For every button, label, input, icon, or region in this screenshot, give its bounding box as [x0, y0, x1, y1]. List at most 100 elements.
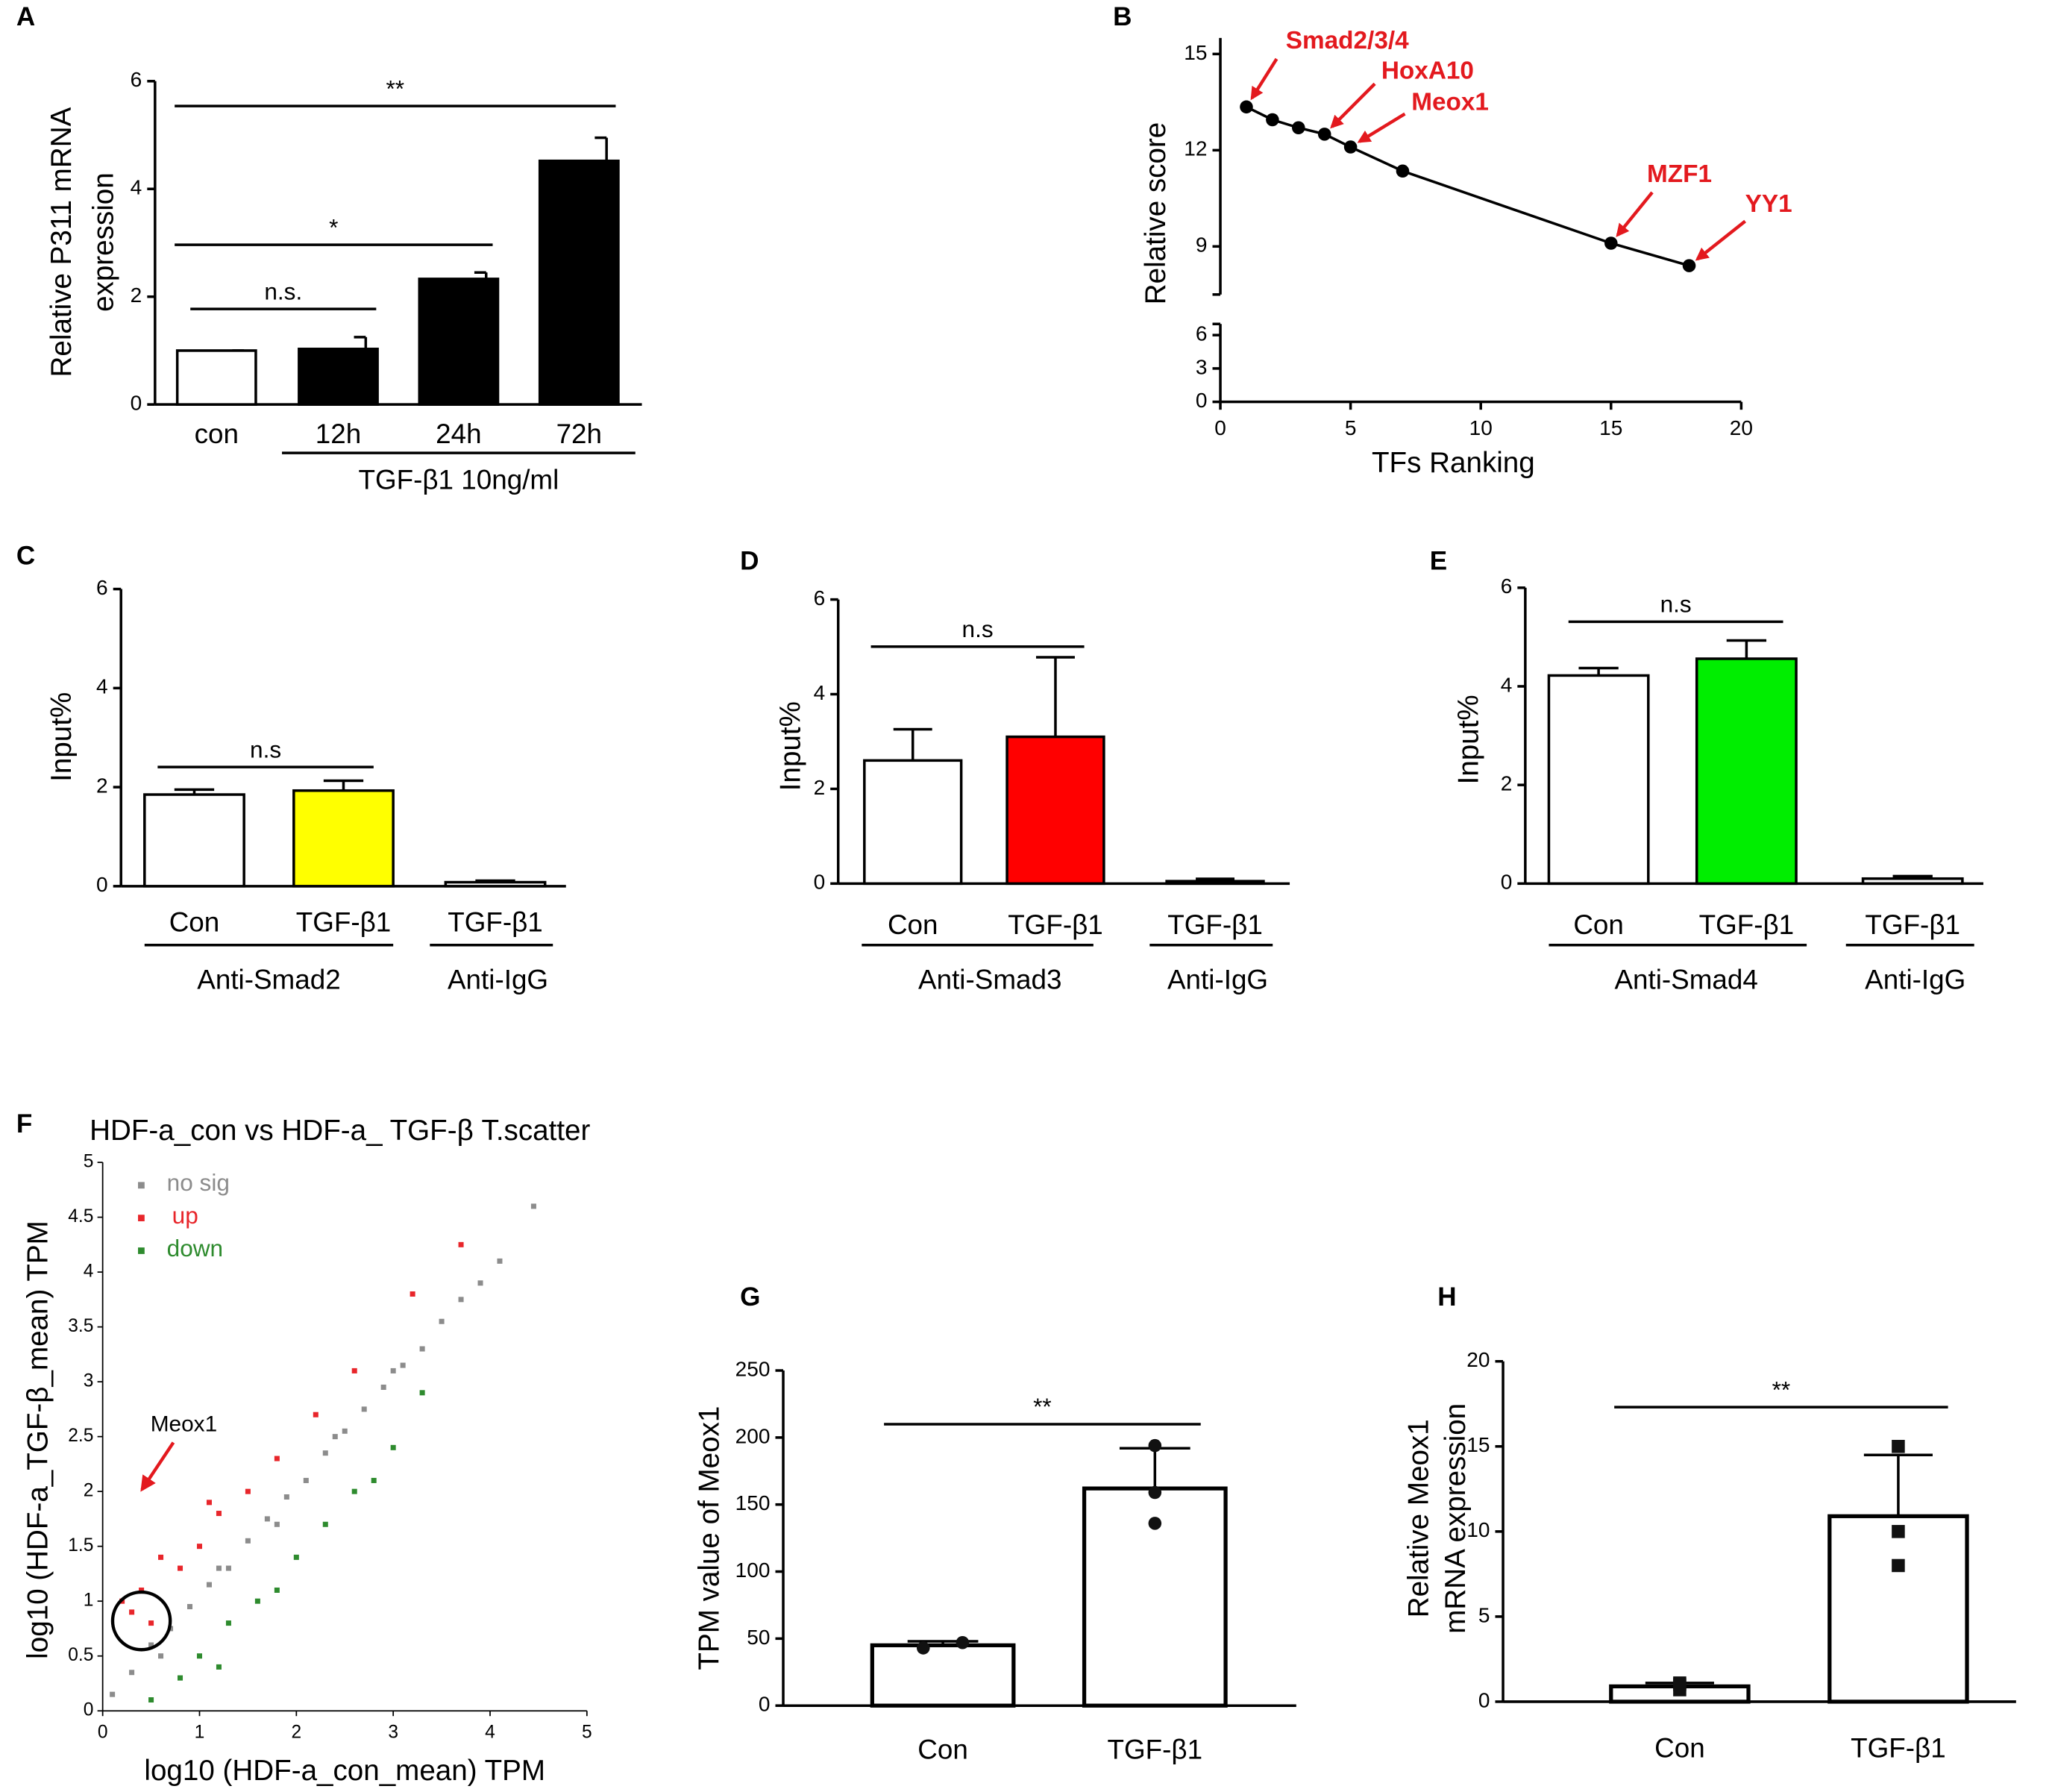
data-point	[322, 1521, 328, 1527]
significance-label: n.s.	[264, 278, 302, 304]
x-tick-label: Con	[888, 909, 938, 940]
y-axis-label: Input%	[1452, 695, 1484, 784]
bar	[538, 159, 620, 406]
data-point	[148, 1620, 154, 1626]
data-point	[158, 1554, 164, 1560]
annotation-arrow	[1357, 112, 1406, 143]
annotation-arrow	[1330, 82, 1376, 129]
data-point	[342, 1428, 348, 1434]
data-point	[216, 1511, 222, 1517]
panel-label: E	[1430, 547, 1447, 576]
data-point	[439, 1318, 445, 1324]
chart-title: HDF-a_con vs HDF-a_ TGF-β T.scatter	[90, 1115, 590, 1147]
data-point	[371, 1477, 377, 1483]
x-tick-label: Con	[1654, 1733, 1705, 1764]
annotation-label: HoxA10	[1381, 57, 1474, 84]
x-tick-label: TGF-β1	[1865, 909, 1960, 940]
y-axis-label: Relative Meox1	[1403, 1419, 1435, 1617]
data-point	[264, 1516, 270, 1522]
data-point	[1604, 236, 1618, 250]
y-tick-label: 5	[1478, 1603, 1490, 1626]
y-axis-label: TPM value of Meox1	[694, 1406, 726, 1670]
bar	[1695, 657, 1798, 886]
y-axis-label: mRNA expression	[1440, 1403, 1472, 1634]
data-point	[322, 1450, 328, 1456]
y-axis-label: Relative P311 mRNA	[46, 107, 78, 377]
data-point	[216, 1565, 222, 1571]
panel-label: A	[16, 2, 35, 31]
data-point	[274, 1587, 280, 1593]
y-axis-label: Input%	[46, 692, 78, 782]
data-point	[1673, 1676, 1687, 1690]
x-tick-label: con	[195, 419, 239, 449]
data-point	[283, 1494, 289, 1500]
data-point	[916, 1641, 930, 1655]
data-point	[129, 1609, 135, 1615]
y-tick-label: 4	[84, 1262, 94, 1282]
x-tick-label: 3	[388, 1723, 398, 1743]
panel-label: H	[1437, 1282, 1456, 1312]
group-label: Anti-Smad2	[197, 965, 340, 995]
y-tick-label: 3	[84, 1371, 94, 1391]
y-tick-label: 6	[1196, 322, 1208, 345]
y-tick-label: 2	[84, 1481, 94, 1501]
panel-label: B	[1113, 2, 1132, 31]
bar	[1165, 880, 1265, 886]
data-point	[351, 1488, 357, 1494]
x-tick-label: Con	[169, 906, 220, 937]
data-point	[216, 1664, 222, 1670]
panel-label: C	[16, 542, 35, 571]
y-axis-label: expression	[87, 172, 119, 312]
x-tick-label: TGF-β1	[448, 906, 543, 937]
data-point	[206, 1582, 212, 1588]
y-tick-label: 0	[1196, 389, 1208, 412]
legend-swatch	[138, 1215, 145, 1222]
data-point	[245, 1488, 251, 1494]
significance-label: **	[1033, 1393, 1052, 1420]
significance-label: *	[329, 213, 338, 240]
data-point	[477, 1280, 483, 1286]
y-tick-label: 0	[84, 1700, 94, 1720]
significance-label: **	[1772, 1376, 1791, 1403]
significance-label: n.s	[962, 615, 994, 642]
data-point	[1292, 121, 1305, 135]
y-tick-label: 4	[96, 675, 108, 698]
y-tick-label: 2	[814, 776, 826, 799]
y-tick-label: 0	[96, 873, 108, 896]
x-tick-label: 10	[1469, 416, 1493, 439]
data-point	[332, 1434, 338, 1440]
legend-swatch	[138, 1182, 145, 1189]
bar	[444, 880, 547, 888]
significance-label: n.s	[250, 736, 281, 762]
x-tick-label: Con	[1573, 909, 1624, 940]
data-point	[1148, 1485, 1162, 1500]
data-point	[1266, 113, 1279, 127]
bar	[870, 1643, 1016, 1708]
data-point	[196, 1544, 203, 1550]
panel-label: D	[740, 547, 759, 576]
y-tick-label: 6	[814, 586, 826, 610]
legend-swatch	[138, 1247, 145, 1254]
x-tick-label: TGF-β1	[1008, 909, 1103, 940]
data-point	[303, 1477, 309, 1483]
y-tick-label: 0	[1501, 871, 1513, 894]
bar	[292, 789, 395, 888]
y-tick-label: 2	[1501, 772, 1513, 795]
data-point	[186, 1604, 193, 1610]
y-axis-label: Input%	[775, 701, 807, 791]
legend-label: up	[172, 1202, 198, 1229]
bar	[1827, 1514, 1969, 1704]
data-point	[530, 1203, 536, 1209]
group-label: Anti-Smad3	[918, 965, 1061, 995]
data-point	[254, 1598, 260, 1604]
annotation-arrow	[140, 1441, 175, 1492]
significance-label: n.s	[1660, 591, 1692, 618]
data-point	[380, 1384, 386, 1390]
x-tick-label: 2	[292, 1723, 302, 1743]
data-point	[1240, 100, 1253, 114]
bar	[1861, 877, 1964, 886]
y-tick-label: 50	[747, 1626, 770, 1649]
annotation-arrow	[1695, 219, 1746, 261]
y-tick-label: 20	[1466, 1348, 1490, 1371]
